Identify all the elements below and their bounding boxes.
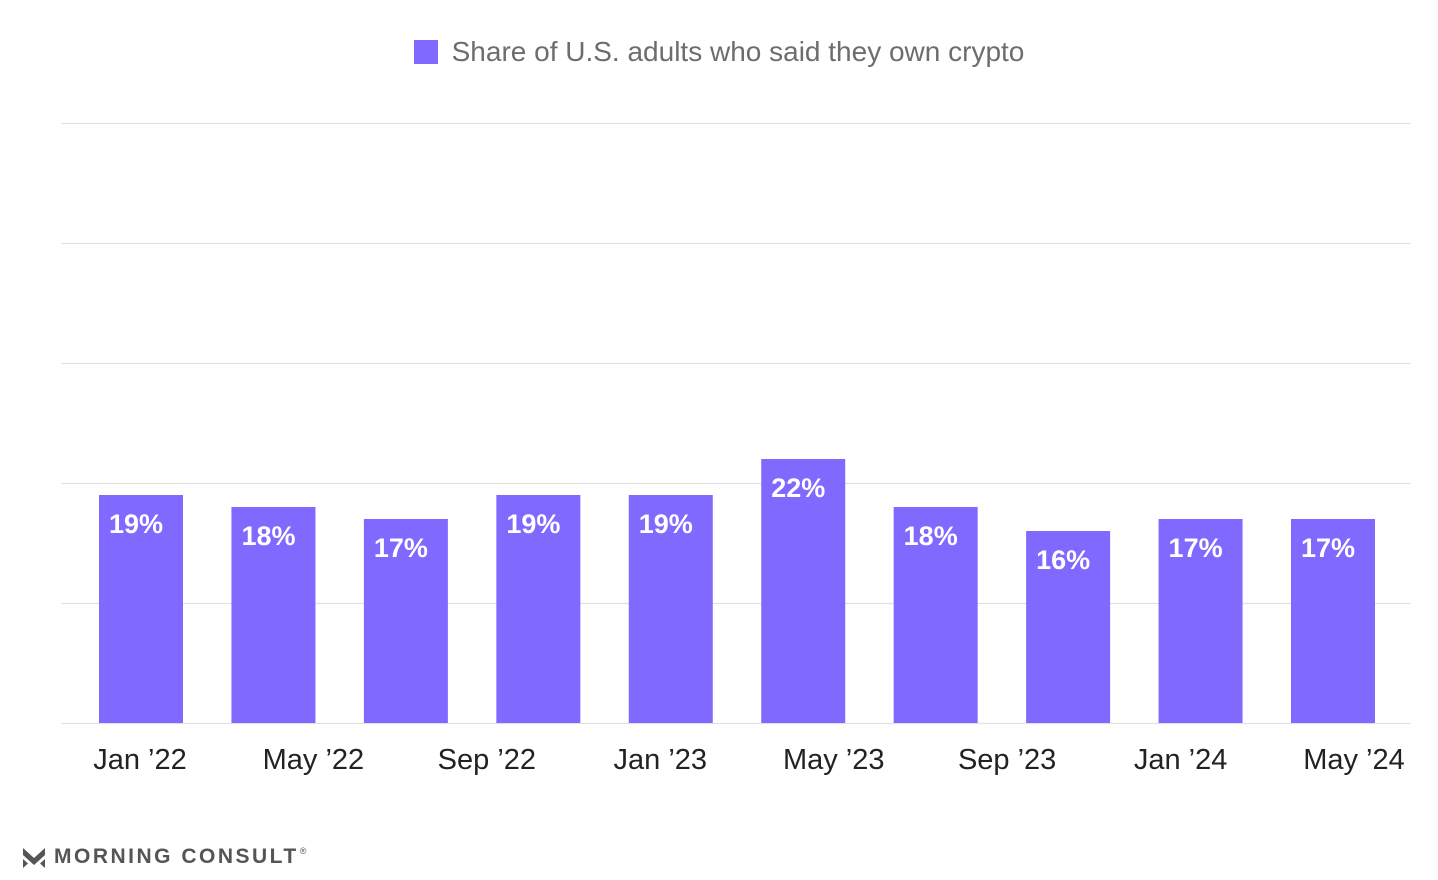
- bar-2: [363, 519, 448, 723]
- brand-name: MORNING CONSULT: [54, 845, 299, 868]
- bar-value-label: 17%: [1169, 533, 1223, 563]
- bar-value-label: 19%: [109, 509, 163, 539]
- bar-value-label: 18%: [904, 521, 958, 551]
- bar-labels: 19% 18% 17% 19% 19% 22% 18% 16% 17% 17%: [109, 473, 1355, 575]
- morning-consult-logo: MORNING CONSULT ®: [22, 842, 306, 872]
- bar-value-label: 19%: [506, 509, 560, 539]
- bar-value-label: 17%: [1301, 533, 1355, 563]
- x-tick-label: Jan ’24: [1134, 744, 1228, 776]
- legend: Share of U.S. adults who said they own c…: [0, 34, 1438, 70]
- bar-9: [1291, 519, 1375, 723]
- gridlines: [62, 122, 1410, 725]
- x-tick-label: May ’24: [1303, 744, 1405, 776]
- bar-8: [1158, 519, 1243, 723]
- x-tick-label: May ’23: [783, 744, 885, 776]
- bar-chart: 19% 18% 17% 19% 19% 22% 18% 16% 17% 17% Jan ’22 Ma…: [62, 122, 1410, 776]
- bar-6: [893, 507, 978, 723]
- bar-value-label: 16%: [1036, 545, 1090, 575]
- bar-1: [231, 507, 316, 723]
- bar-value-label: 18%: [241, 521, 295, 551]
- bar-4: [628, 495, 713, 723]
- x-axis-ticks: Jan ’22 May ’22 Sep ’22 Jan ’23 May ’23 Sep ’…: [93, 744, 1405, 776]
- bar-value-label: 19%: [639, 509, 693, 539]
- ribbon-m-logo-icon: [23, 848, 45, 868]
- x-tick-label: Jan ’23: [614, 744, 708, 776]
- legend-swatch: [413, 40, 438, 64]
- bar-7: [1026, 531, 1111, 723]
- x-tick-label: Sep ’22: [438, 744, 536, 776]
- bar-value-label: 17%: [374, 533, 428, 563]
- trademark-mark: ®: [299, 846, 307, 856]
- x-tick-label: Jan ’22: [93, 744, 187, 776]
- x-tick-label: May ’22: [263, 744, 365, 776]
- bar-value-label: 22%: [771, 473, 825, 503]
- bars: [99, 459, 1375, 723]
- bar-5: [761, 459, 846, 723]
- x-tick-label: Sep ’23: [958, 744, 1056, 776]
- bar-0: [99, 495, 183, 723]
- bar-3: [496, 495, 581, 723]
- legend-label: Share of U.S. adults who said they own c…: [451, 36, 1025, 67]
